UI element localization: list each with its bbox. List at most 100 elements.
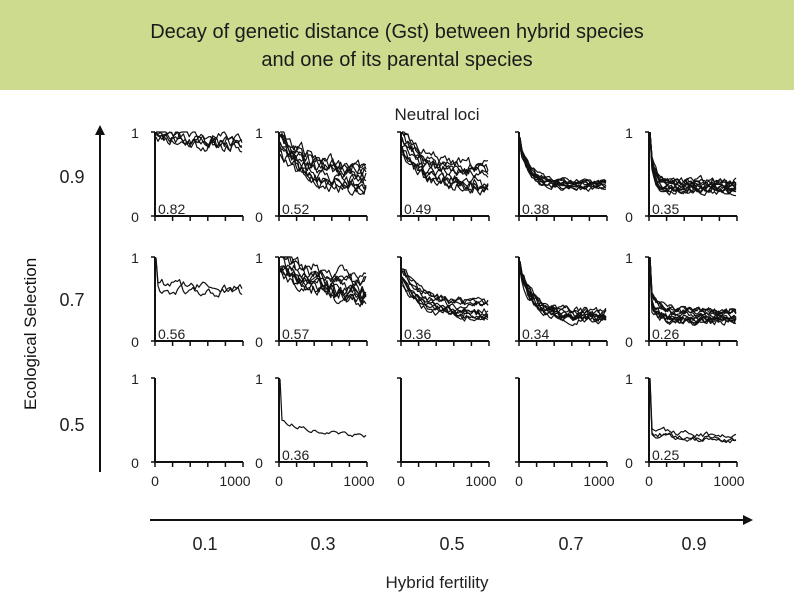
chart-title-line-1: Decay of genetic distance (Gst) between … <box>150 21 644 43</box>
series-line <box>649 260 737 324</box>
series-line <box>280 256 367 286</box>
panel-mean-label: 0.49 <box>404 201 431 217</box>
series-line <box>401 285 489 322</box>
series-line <box>519 263 607 317</box>
x-tick-label-1000: 1000 <box>219 473 250 489</box>
series-line <box>649 256 737 316</box>
x-tick-label-0: 0 <box>645 473 653 489</box>
y-tick-label-1: 1 <box>625 125 633 141</box>
series-line <box>519 140 607 188</box>
panel-mean-label: 0.56 <box>158 326 185 342</box>
column-value-label: 0.7 <box>558 534 583 554</box>
panel-mean-label: 0.52 <box>282 201 309 217</box>
series-line <box>155 259 243 298</box>
series-line <box>155 131 243 148</box>
series-line <box>649 131 737 189</box>
series-line <box>279 268 367 308</box>
y-tick-label-1: 1 <box>255 250 263 266</box>
column-value-label: 0.9 <box>681 534 706 554</box>
y-tick-label-0: 0 <box>255 334 263 350</box>
series-line <box>279 153 367 190</box>
x-tick-label-0: 0 <box>275 473 283 489</box>
x-tick-label-1000: 1000 <box>343 473 374 489</box>
panel-mean-label: 0.38 <box>522 201 549 217</box>
series-line <box>401 277 489 321</box>
series-line <box>401 139 489 178</box>
series-line <box>649 262 737 324</box>
row-value-label: 0.5 <box>59 415 84 435</box>
series-line <box>649 378 737 439</box>
column-value-label: 0.5 <box>439 534 464 554</box>
panel-mean-label: 0.57 <box>282 326 309 342</box>
chart-title-line-2: and one of its parental species <box>261 49 533 71</box>
panel-mean-label: 0.82 <box>158 201 185 217</box>
title-band <box>0 0 794 90</box>
y-tick-label-0: 0 <box>625 455 633 471</box>
y-tick-label-0: 0 <box>255 209 263 225</box>
x-tick-label-0: 0 <box>151 473 159 489</box>
series-line <box>155 131 243 153</box>
column-value-label: 0.1 <box>192 534 217 554</box>
series-line <box>519 145 607 192</box>
series-line <box>519 267 607 323</box>
panel-mean-label: 0.36 <box>282 447 309 463</box>
series-line <box>401 148 489 194</box>
row-value-label: 0.7 <box>59 290 84 310</box>
series-line <box>401 132 489 176</box>
y-tick-label-1: 1 <box>625 371 633 387</box>
series-line <box>649 385 737 444</box>
series-line <box>401 270 489 306</box>
series-line <box>649 134 737 194</box>
x-tick-label-0: 0 <box>515 473 523 489</box>
panel-axes <box>518 378 607 463</box>
y-tick-label-0: 0 <box>625 334 633 350</box>
series-line <box>279 378 367 438</box>
y-tick-label-1: 1 <box>131 250 139 266</box>
series-line <box>401 137 489 179</box>
series-line <box>155 131 243 149</box>
series-line <box>649 256 737 317</box>
series-line <box>649 380 737 444</box>
series-line <box>519 261 607 315</box>
series-line <box>519 138 607 189</box>
panel-mean-label: 0.36 <box>404 326 431 342</box>
panel-mean-label: 0.35 <box>652 201 679 217</box>
series-line <box>649 131 737 190</box>
series-line <box>649 261 737 321</box>
series-line <box>280 131 367 175</box>
x-tick-label-1000: 1000 <box>713 473 744 489</box>
y-tick-label-1: 1 <box>131 125 139 141</box>
panel-mean-label: 0.26 <box>652 326 679 342</box>
y-tick-label-1: 1 <box>255 125 263 141</box>
panel-axes <box>154 378 243 463</box>
series-line <box>401 268 489 310</box>
y-tick-label-0: 0 <box>131 209 139 225</box>
panel-mean-label: 0.25 <box>652 447 679 463</box>
row-value-label: 0.9 <box>59 167 84 187</box>
series-line <box>279 143 367 189</box>
y-tick-label-1: 1 <box>131 371 139 387</box>
panel-axes <box>400 378 489 463</box>
column-value-label: 0.3 <box>310 534 335 554</box>
x-axis-label: Hybrid fertility <box>386 573 489 592</box>
series-line <box>279 141 367 185</box>
x-tick-label-0: 0 <box>397 473 405 489</box>
chart-title: Decay of genetic distance (Gst) between … <box>0 18 794 74</box>
series-line <box>155 257 243 293</box>
series-line <box>519 146 607 191</box>
panel-header: Neutral loci <box>394 105 479 124</box>
y-tick-label-1: 1 <box>625 250 633 266</box>
series-line <box>649 131 737 190</box>
series-line <box>519 139 607 187</box>
x-tick-label-1000: 1000 <box>583 473 614 489</box>
y-tick-label-1: 1 <box>255 371 263 387</box>
y-tick-label-0: 0 <box>131 334 139 350</box>
series-line <box>280 256 367 287</box>
y-tick-label-0: 0 <box>625 209 633 225</box>
series-line <box>155 133 243 152</box>
y-tick-label-0: 0 <box>131 455 139 471</box>
x-tick-label-1000: 1000 <box>465 473 496 489</box>
series-line <box>280 256 367 286</box>
y-tick-label-0: 0 <box>255 455 263 471</box>
